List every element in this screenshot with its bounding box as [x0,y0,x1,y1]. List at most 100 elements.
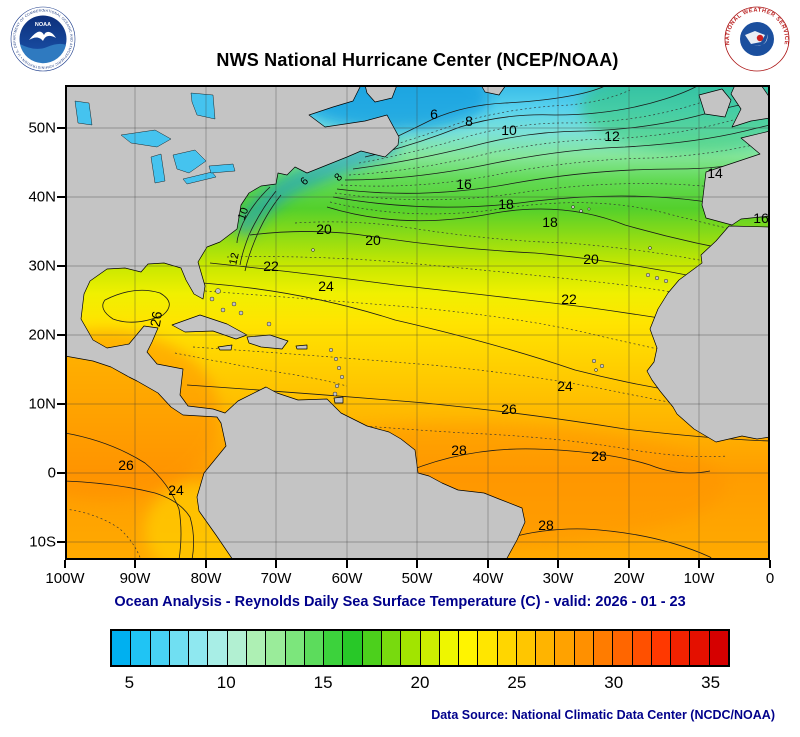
colorbar-segment [516,631,537,665]
colorbar-segment [112,631,132,665]
lat-tick-label: 10N [28,395,56,413]
lon-tick-mark [134,560,136,568]
colorbar-segment [671,631,691,665]
lon-tick-mark [275,560,277,568]
page-title: NWS National Hurricane Center (NCEP/NOAA… [216,50,619,70]
lat-tick-mark [57,265,65,267]
land-americas [65,85,526,560]
colorbar-segment [478,631,498,665]
lon-tick-mark [557,560,559,568]
lat-tick-label: 10S [29,533,56,551]
colorbar-segment [381,631,402,665]
lon-tick-mark [205,560,207,568]
lat-tick-mark [57,334,65,336]
colorbar-tick-label: 35 [701,673,721,692]
land-ireland [698,88,732,118]
island-trinidad [333,396,344,404]
colorbar-segment [304,631,325,665]
lat-tick-label: 40N [28,188,56,206]
lon-tick-mark [628,560,630,568]
colorbar-segment [150,631,170,665]
noaa-sea [20,43,66,64]
colorbar-segment [227,631,247,665]
lon-tick-label: 60W [331,570,363,587]
lon-tick-label: 90W [119,570,151,587]
lake-ontario [208,163,236,174]
noaa-gull-icon [29,31,56,41]
lat-tick-label: 30N [28,257,56,275]
land-ice-patch [364,85,398,103]
colorbar-segment [555,631,575,665]
colorbar-segment [497,631,517,665]
lon-tick-label: 40W [472,570,504,587]
colorbar-tick-label: 30 [604,673,624,692]
colorbar-segment [574,631,595,665]
lat-tick-mark [57,196,65,198]
nws-hurricane-icon [756,34,764,42]
lon-tick-label: 20W [613,570,645,587]
lon-tick-label: 100W [45,570,85,587]
map-subtitle: Ocean Analysis - Reynolds Daily Sea Surf… [114,594,686,610]
colorbar-segment [324,631,344,665]
lat-tick-label: 50N [28,119,56,137]
colorbar-segment [401,631,421,665]
lake-michigan [150,153,166,184]
island-jamaica [217,344,233,351]
lon-tick-label: 80W [190,570,222,587]
lon-tick-mark [698,560,700,568]
lon-tick-mark [769,560,771,568]
colorbar-tick-label: 25 [507,673,527,692]
colorbar-segment [690,631,710,665]
data-source: Data Source: National Climatic Data Cent… [431,708,775,722]
graticule [65,85,770,560]
island-puerto-rico [295,344,308,350]
lat-tick-mark [57,541,65,543]
colorbar-segment [439,631,460,665]
lon-tick-mark [416,560,418,568]
lake-erie [182,171,217,185]
colorbar-segment [651,631,672,665]
colorbar-segment [189,631,209,665]
colorbar-tick-label: 5 [124,673,135,692]
colorbar-segment [709,631,728,665]
colorbar [110,629,730,667]
lat-tick-label: 0 [47,464,56,482]
colorbar-tick-label: 15 [313,673,333,692]
colorbar-segment [208,631,228,665]
island-cuba [171,314,248,340]
lon-tick-label: 30W [542,570,574,587]
lon-tick-label: 70W [260,570,292,587]
colorbar-segment [420,631,440,665]
colorbar-tick-label: 20 [410,673,430,692]
lon-tick-mark [487,560,489,568]
colorbar-segment [536,631,556,665]
colorbar-segment [131,631,151,665]
colorbar-segment [632,631,652,665]
colorbar-segment [246,631,267,665]
map-container: 6 8 10 12 14 16 16 18 18 20 20 20 22 22 24 24 26 26 28 28 28… [65,85,770,560]
land-layer [65,85,770,560]
colorbar-segment [362,631,382,665]
colorbar-segment [594,631,614,665]
land-africa [646,225,770,443]
lat-tick-mark [57,403,65,405]
land-ice-patch [480,85,507,96]
lakes-layer [74,92,236,185]
isotherm-lines-solid [65,85,770,560]
colorbar-segment [266,631,286,665]
lon-tick-mark [64,560,66,568]
colorbar-segment [285,631,305,665]
lon-tick-label: 50W [401,570,433,587]
lat-tick-label: 20N [28,326,56,344]
colorbar-segment [613,631,633,665]
noaa-logo: NATIONAL OCEANIC AND ATMOSPHERIC ADMINIS… [10,6,76,72]
island-dots [209,205,669,397]
colorbar-segment [459,631,479,665]
colorbar-tick-label: 10 [216,673,236,692]
lon-tick-mark [346,560,348,568]
colorbar-segment [343,631,363,665]
land-iberia-france [701,130,770,226]
lat-tick-mark [57,127,65,129]
lon-tick-label: 0 [765,570,775,587]
